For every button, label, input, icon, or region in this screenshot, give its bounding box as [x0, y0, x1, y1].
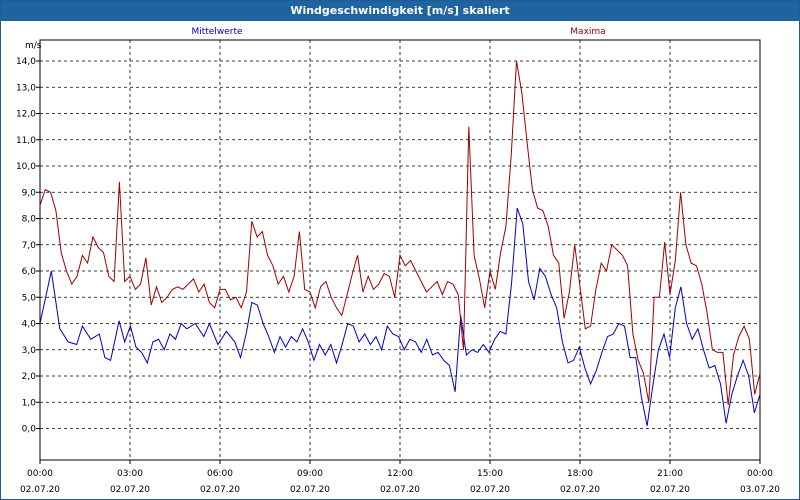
y-tick-label: 5,0 — [22, 293, 37, 303]
y-tick-label: 11,0 — [16, 136, 36, 146]
x-tick-time-label: 00:00 — [747, 469, 773, 479]
x-tick-time-label: 00:00 — [27, 469, 53, 479]
x-tick-date-label: 02.07.20 — [110, 485, 150, 495]
x-tick-time-label: 18:00 — [567, 469, 593, 479]
x-tick-time-label: 09:00 — [297, 469, 323, 479]
x-tick-time-label: 06:00 — [207, 469, 233, 479]
x-tick-date-label: 02.07.20 — [380, 485, 420, 495]
y-tick-label: 3,0 — [22, 346, 37, 356]
x-tick-time-label: 12:00 — [387, 469, 413, 479]
x-tick-time-label: 03:00 — [117, 469, 143, 479]
y-tick-label: 9,0 — [22, 188, 37, 198]
x-tick-date-label: 02.07.20 — [470, 485, 510, 495]
y-tick-label: 8,0 — [22, 215, 37, 225]
y-tick-label: 12,0 — [16, 110, 36, 120]
x-tick-date-label: 02.07.20 — [20, 485, 60, 495]
series-line-maxima — [39, 60, 761, 405]
x-tick-date-label: 03.07.20 — [740, 485, 780, 495]
x-tick-date-label: 02.07.20 — [650, 485, 690, 495]
y-tick-label: 4,0 — [22, 320, 37, 330]
x-tick-time-label: 21:00 — [657, 469, 683, 479]
y-tick-label: 10,0 — [16, 162, 36, 172]
chart-title: Windgeschwindigkeit [m/s] skaliert — [1, 1, 799, 21]
x-tick-date-label: 02.07.20 — [200, 485, 240, 495]
x-tick-date-label: 02.07.20 — [290, 485, 330, 495]
x-tick-date-label: 02.07.20 — [560, 485, 600, 495]
y-tick-label: 13,0 — [16, 83, 36, 93]
y-tick-label: 2,0 — [22, 372, 37, 382]
legend-maxima: Maxima — [570, 27, 605, 37]
y-tick-label: 14,0 — [16, 57, 36, 67]
y-tick-label: 7,0 — [22, 241, 37, 251]
legend-mittelwerte: Mittelwerte — [191, 27, 242, 37]
y-tick-label: 6,0 — [22, 267, 37, 277]
y-tick-label: 0,0 — [22, 425, 37, 435]
y-tick-label: 1,0 — [22, 398, 37, 408]
series-line-mittelwerte — [39, 207, 761, 426]
x-tick-time-label: 15:00 — [477, 469, 503, 479]
y-axis-unit-label: m/s — [25, 41, 42, 51]
